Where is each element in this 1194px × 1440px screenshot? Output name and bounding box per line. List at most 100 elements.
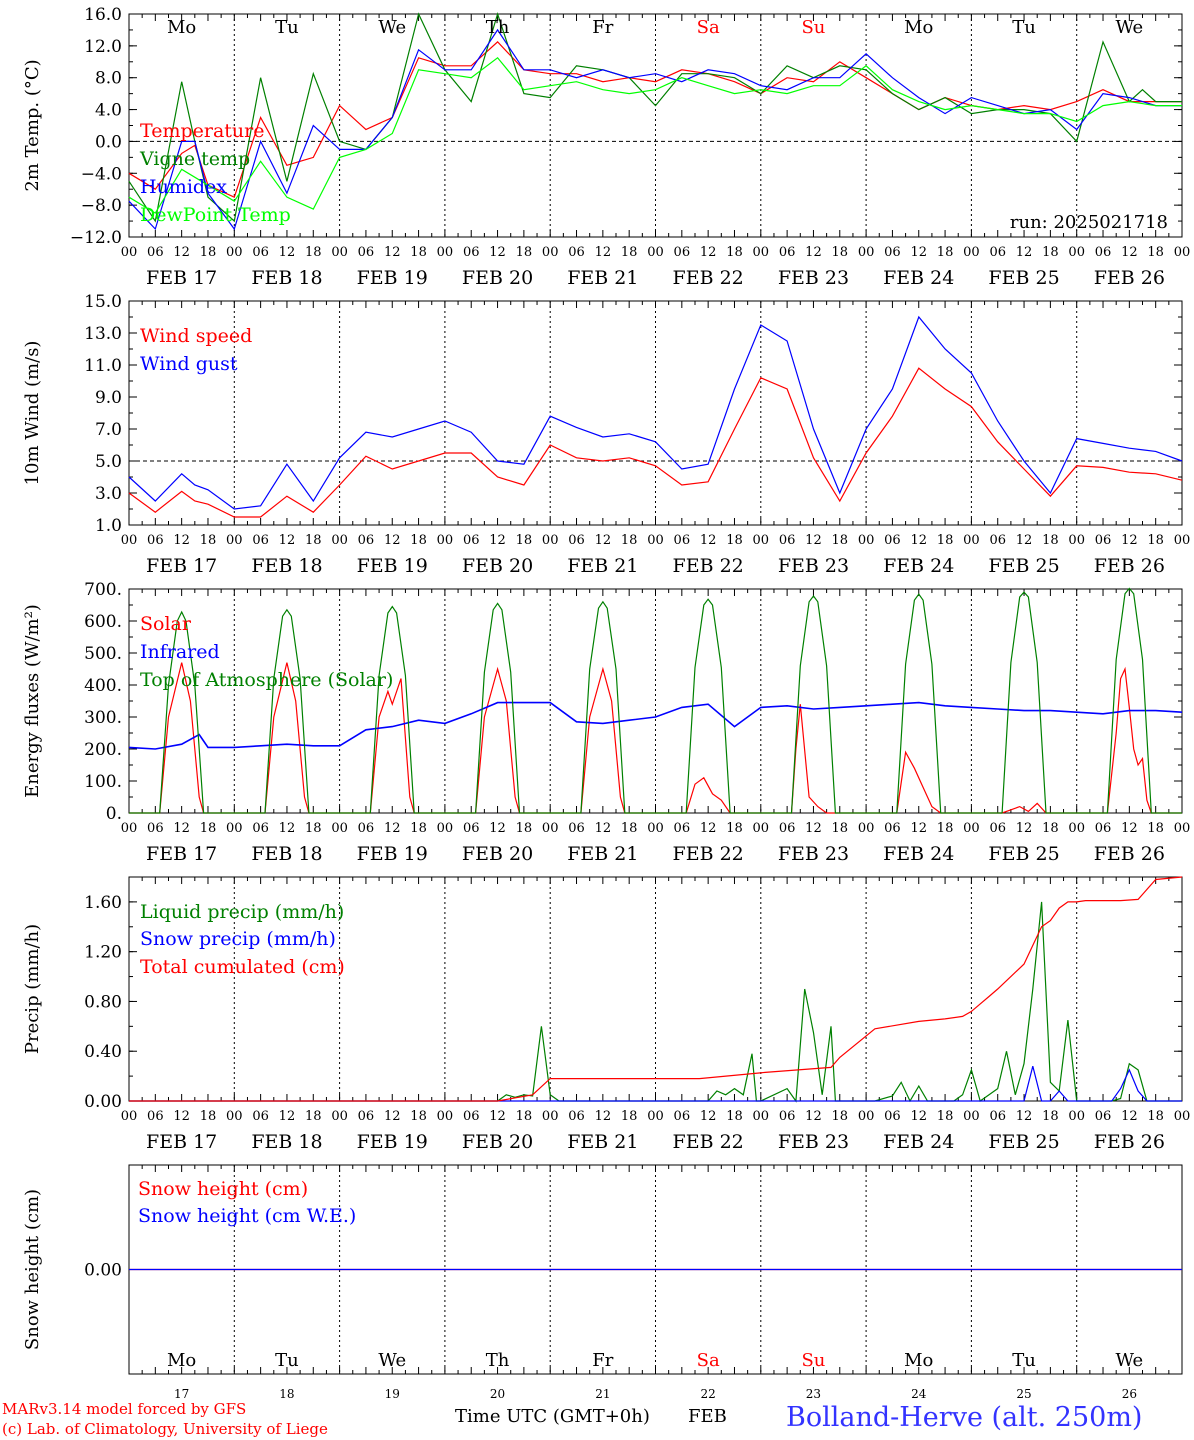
day-label: FEB 18 [251,555,322,577]
day-number-label: 24 [911,1387,927,1401]
y-tick-label: 700. [84,580,122,600]
series-line-vigne-temp [128,12,1182,223]
hour-tick-label: 00 [121,821,138,836]
weekday-label: Mo [904,17,933,38]
hour-tick-label: 00 [226,245,243,260]
day-number-label: 20 [490,1387,505,1401]
hour-tick-label: 00 [437,1109,454,1124]
hour-tick-label: 18 [937,533,954,548]
hour-tick-label: 12 [1121,533,1138,548]
hour-tick-label: 00 [121,533,138,548]
hour-tick-label: 06 [884,821,901,836]
y-tick-label: 11.0 [84,356,122,376]
hour-tick-label: 06 [463,245,480,260]
hour-tick-label: 12 [805,821,822,836]
hour-tick-label: 00 [226,533,243,548]
hour-tick-label: 18 [621,1109,638,1124]
hour-tick-label: 18 [516,1109,533,1124]
hour-tick-label: 00 [963,821,980,836]
day-label: FEB 17 [146,843,217,865]
series-line-dewpoint-temp [128,56,1182,214]
hour-tick-label: 12 [805,533,822,548]
y-tick-label: 3.0 [95,484,122,504]
hour-tick-label: 00 [121,245,138,260]
hour-tick-label: 18 [516,821,533,836]
hour-tick-label: 00 [753,1109,770,1124]
hour-tick-label: 00 [647,821,664,836]
hour-tick-label: 06 [884,1109,901,1124]
hour-tick-label: 12 [279,533,296,548]
y-tick-label: 200. [84,740,122,760]
hour-tick-label: 12 [173,1109,190,1124]
day-label: FEB 24 [883,1131,954,1153]
hour-tick-label: 18 [621,245,638,260]
hour-tick-label: 12 [805,245,822,260]
hour-tick-label: 12 [910,245,927,260]
hour-tick-label: 00 [542,533,559,548]
day-label: FEB 17 [146,1131,217,1153]
hour-tick-label: 00 [1068,1109,1085,1124]
hour-tick-label: 18 [1042,1109,1059,1124]
day-label: FEB 19 [357,555,428,577]
legend-entry: Wind gust [140,353,238,375]
hour-tick-label: 06 [147,533,164,548]
hour-tick-label: 18 [1147,245,1164,260]
weekday-label: Mo [167,17,196,38]
hour-tick-label: 12 [910,821,927,836]
y-tick-label: 5.0 [95,452,122,472]
hour-tick-label: 18 [832,1109,849,1124]
hour-tick-label: 00 [963,1109,980,1124]
hour-tick-label: 00 [1174,533,1191,548]
hour-tick-label: 06 [568,245,585,260]
hour-tick-label: 18 [410,533,427,548]
hour-tick-label: 18 [516,533,533,548]
y-tick-label: 16.0 [84,5,122,25]
y-tick-label: 1.0 [95,516,122,536]
hour-tick-label: 18 [200,533,217,548]
weekday-label: Tu [275,17,299,38]
hour-tick-label: 00 [437,245,454,260]
legend-entry: Total cumulated (cm) [140,956,345,978]
y-tick-label: 15.0 [84,292,122,312]
hour-tick-label: 18 [1042,533,1059,548]
hour-tick-label: 00 [753,245,770,260]
y-tick-label: 1.60 [84,893,122,913]
y-tick-label: 300. [84,708,122,728]
hour-tick-label: 18 [305,1109,322,1124]
hour-tick-label: 18 [621,821,638,836]
weekday-label: Tu [1012,17,1036,38]
weekday-label: Mo [167,1350,196,1371]
hour-tick-label: 12 [173,245,190,260]
weekday-label: We [378,1350,406,1371]
legend-entry: Snow height (cm W.E.) [138,1205,356,1227]
hour-tick-label: 18 [516,245,533,260]
legend-entry: Snow precip (mm/h) [140,928,336,950]
y-tick-label: 100. [84,772,122,792]
hour-tick-label: 12 [595,1109,612,1124]
hour-tick-label: 18 [726,1109,743,1124]
legend-entry: Top of Atmosphere (Solar) [140,669,393,691]
day-number-label: 21 [595,1387,610,1401]
hour-tick-label: 18 [1147,533,1164,548]
hour-tick-label: 00 [542,1109,559,1124]
month-label: FEB [688,1406,727,1427]
hour-tick-label: 06 [884,533,901,548]
y-tick-label: 4.0 [95,101,122,121]
hour-tick-label: 12 [595,533,612,548]
legend-entry: Vigne temp [139,148,250,170]
hour-tick-label: 18 [1042,245,1059,260]
hour-tick-label: 00 [1174,245,1191,260]
hour-tick-label: 00 [963,533,980,548]
hour-tick-label: 00 [437,533,454,548]
x-axis-label: Time UTC (GMT+0h) [455,1406,650,1427]
hour-tick-label: 18 [410,1109,427,1124]
y-tick-label: 0.00 [84,1092,122,1112]
day-label: FEB 24 [883,267,954,289]
hour-tick-label: 12 [700,821,717,836]
hour-tick-label: 12 [173,821,190,836]
day-number-label: 23 [806,1387,821,1401]
hour-tick-label: 00 [963,245,980,260]
hour-tick-label: 06 [568,533,585,548]
hour-tick-label: 00 [226,1109,243,1124]
hour-tick-label: 12 [1121,245,1138,260]
